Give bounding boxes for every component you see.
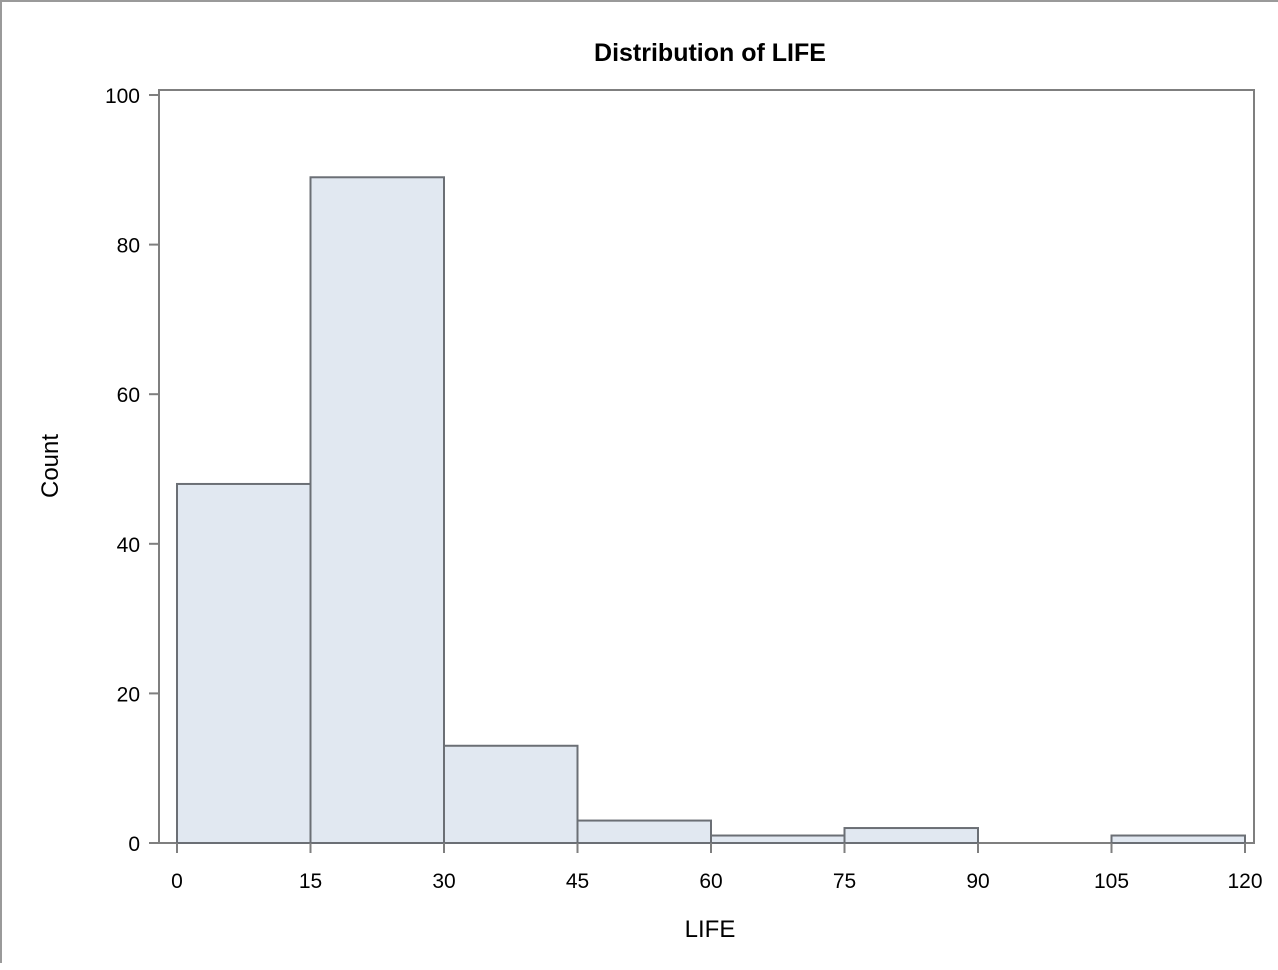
x-tick-label-2: 30 (432, 870, 455, 893)
x-tick-label-3: 45 (566, 870, 589, 893)
histogram-bar-2 (443, 744, 579, 845)
x-tick-label-8: 120 (1227, 870, 1262, 893)
x-axis-label: LIFE (685, 916, 736, 943)
histogram-bar-3 (576, 819, 712, 844)
x-tick-label-7: 105 (1094, 870, 1129, 893)
histogram-bar-4 (710, 834, 846, 845)
y-tick-label-2: 40 (117, 534, 140, 557)
histogram-bar-7 (1110, 834, 1246, 845)
y-tick-label-0: 0 (128, 833, 140, 856)
y-tick-label-3: 60 (117, 384, 140, 407)
y-axis-label: Count (37, 434, 64, 498)
x-tick-label-6: 90 (966, 870, 989, 893)
x-axis: 0 15 30 45 60 75 90 105 120 (171, 843, 1263, 893)
x-tick-label-4: 60 (699, 870, 722, 893)
histogram-bar-5 (843, 827, 979, 844)
y-axis: 0 20 40 60 80 100 (105, 85, 159, 856)
y-tick-label-4: 80 (117, 235, 140, 258)
x-tick-label-1: 15 (299, 870, 322, 893)
x-tick-label-0: 0 (171, 870, 183, 893)
y-tick-label-5: 100 (105, 85, 140, 108)
y-tick-label-1: 20 (117, 683, 140, 706)
x-tick-label-5: 75 (833, 870, 856, 893)
histogram-bar-0 (176, 482, 312, 844)
histogram-bar-1 (309, 176, 445, 844)
chart-title: Distribution of LIFE (594, 39, 826, 67)
bars-group (176, 176, 1246, 845)
